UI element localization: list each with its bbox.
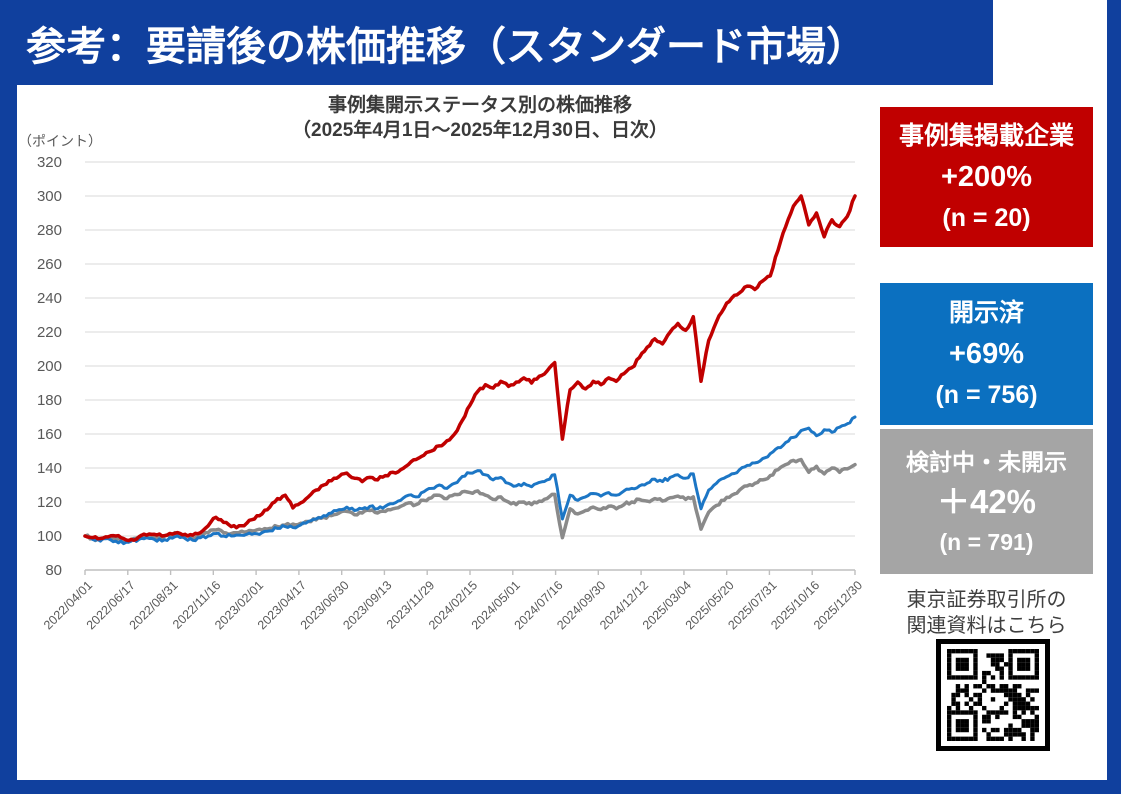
svg-text:220: 220 [37,324,62,341]
legend-count: (n = 20) [942,204,1031,232]
svg-text:260: 260 [37,256,62,273]
frame-border-left [0,0,17,794]
svg-text:180: 180 [37,392,62,409]
svg-text:80: 80 [45,562,62,579]
legend-label: 事例集掲載企業 [898,122,1074,150]
svg-text:120: 120 [37,494,62,511]
legend-label: 開示済 [948,299,1024,327]
stock-price-line-chart: 8010012014016018020022024026028030032020… [37,154,865,632]
legend-change: ＋42% [936,482,1037,520]
svg-text:160: 160 [37,426,62,443]
legend-label: 検討中・未開示 [906,448,1067,475]
svg-text:240: 240 [37,290,62,307]
legend-box-case-listed: 事例集掲載企業 +200% (n = 20) [880,107,1093,247]
page-title: 参考：要請後の株価推移（スタンダード市場） [26,24,866,69]
qr-caption-line1: 東京証券取引所の [906,589,1067,611]
svg-text:320: 320 [37,154,62,171]
legend-box-undisclosed: 検討中・未開示 ＋42% (n = 791) [880,429,1093,574]
svg-text:200: 200 [37,358,62,375]
legend-count: (n = 791) [939,528,1034,555]
frame-border-bottom [0,780,1121,794]
chart-title-line2: （2025年4月1日～2025年12月30日、日次） [292,120,668,141]
qr-caption-line2: 関連資料はこちら [906,615,1067,637]
qr-code-image [947,649,1039,741]
chart-title-line1: 事例集開示ステータス別の株価推移 [327,95,632,116]
svg-text:300: 300 [37,188,62,205]
svg-text:100: 100 [37,528,62,545]
legend-count: (n = 756) [935,381,1038,409]
svg-text:140: 140 [37,460,62,477]
svg-text:280: 280 [37,222,62,239]
y-axis-unit-label: （ポイント） [18,133,102,149]
qr-code [936,639,1050,751]
legend-change: +200% [940,161,1033,193]
legend-change: +69% [949,338,1024,370]
legend-box-disclosed: 開示済 +69% (n = 756) [880,283,1093,425]
frame-border-right [1107,0,1121,794]
page-header: 参考：要請後の株価推移（スタンダード市場） [0,0,993,85]
